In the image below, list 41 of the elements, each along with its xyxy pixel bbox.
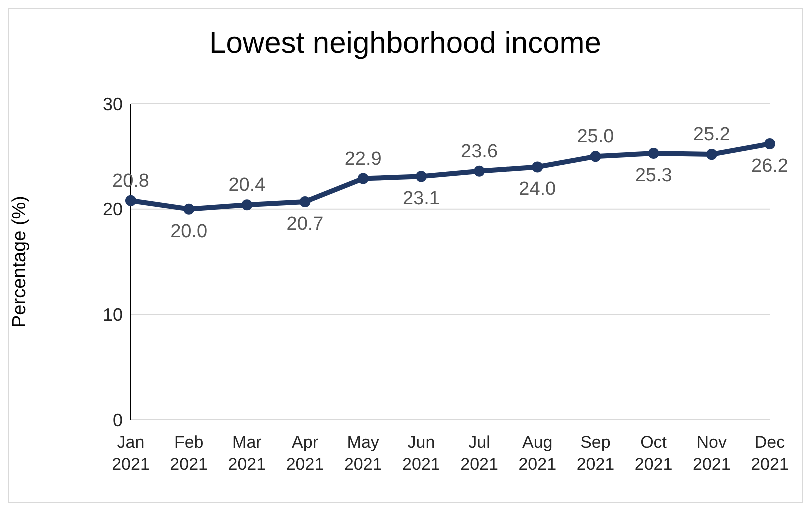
point — [300, 196, 311, 208]
point — [648, 148, 660, 160]
data-label: 23.6 — [461, 141, 498, 162]
point — [532, 162, 544, 173]
data-label: 25.3 — [635, 166, 672, 187]
x-tick-label: Jul 2021 — [460, 433, 498, 474]
x-tick-label: Sep 2021 — [576, 433, 615, 474]
x-tick-label: Dec 2021 — [751, 433, 789, 474]
y-tick-label: 0 — [112, 410, 123, 430]
point — [242, 200, 253, 211]
data-label: 23.1 — [402, 188, 440, 210]
y-tick-label: 30 — [102, 94, 123, 114]
point — [126, 195, 136, 206]
chart-title: Lowest neighborhood income — [208, 27, 602, 61]
x-tick-label: Jan 2021 — [112, 433, 150, 474]
x-tick-label: Feb 2021 — [170, 433, 208, 474]
point — [416, 171, 427, 182]
data-label: 20.7 — [286, 214, 324, 235]
point — [764, 138, 776, 150]
x-tick-label: Aug 2021 — [518, 433, 557, 474]
y-tick-label: 20 — [102, 200, 123, 220]
data-label: 25.0 — [577, 126, 614, 148]
point — [358, 173, 369, 184]
point — [184, 204, 195, 215]
x-tick-label: May 2021 — [344, 433, 382, 474]
data-label: 24.0 — [519, 179, 556, 200]
point — [474, 166, 486, 177]
point — [706, 149, 718, 160]
x-tick-label: Oct 2021 — [634, 433, 673, 474]
x-tick-label: Mar 2021 — [228, 433, 266, 474]
data-label: 22.9 — [344, 148, 382, 170]
x-tick-label: Jun 2021 — [402, 433, 440, 474]
data-label: 25.2 — [693, 124, 730, 146]
x-tick-label: Nov 2021 — [692, 433, 731, 474]
data-label: 20.0 — [170, 221, 208, 242]
data-label: 26.2 — [752, 156, 788, 178]
y-axis-title: Percentage (%) — [10, 196, 31, 328]
x-tick-label: Apr 2021 — [286, 433, 324, 474]
y-tick-label: 10 — [102, 305, 123, 326]
data-label: 20.4 — [228, 175, 266, 196]
point — [590, 151, 602, 162]
